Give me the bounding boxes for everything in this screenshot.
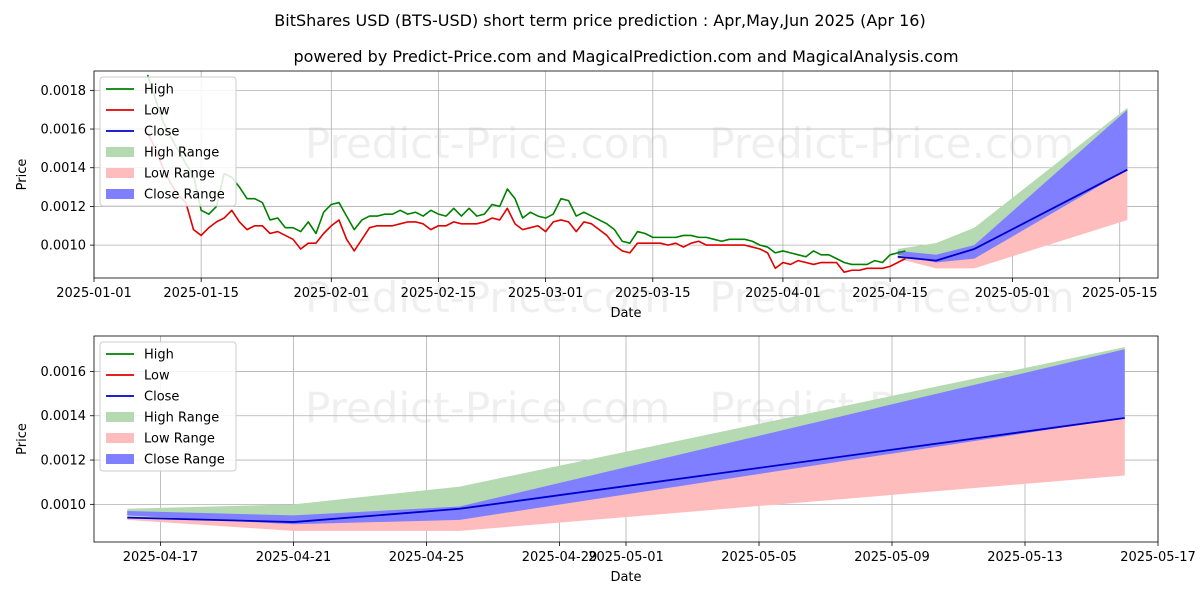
legend-swatch-low-range (106, 168, 134, 178)
close-range-area (127, 349, 1125, 525)
legend-label-low-range: Low Range (144, 167, 215, 182)
watermark-text: Predict-Price.com (709, 273, 1074, 322)
x-tick-label: 2025-05-01 (975, 286, 1051, 301)
y-axis-label: Price (15, 159, 30, 191)
legend-label-high-range: High Range (144, 411, 219, 426)
low-range-area (897, 169, 1128, 269)
grid (93, 71, 1158, 278)
x-tick-label: 2025-05-17 (1120, 550, 1196, 565)
y-tick-label: 0.0016 (41, 365, 87, 380)
plot-area (146, 74, 1128, 273)
x-tick-label: 2025-04-21 (256, 550, 332, 565)
x-tick-label: 2025-01-01 (56, 286, 132, 301)
legend-label-close-range: Close Range (144, 453, 225, 468)
watermark-text: Predict-Price.com (709, 119, 1074, 168)
plot-area (127, 347, 1125, 531)
x-tick-label: 2025-05-05 (721, 550, 797, 565)
close-range-area (897, 109, 1128, 263)
low-range-area (127, 417, 1125, 531)
y-axis-label: Price (15, 423, 30, 455)
y-tick-label: 0.0014 (41, 161, 87, 176)
legend-swatch-high-range (106, 147, 134, 157)
y-tick-label: 0.0010 (41, 498, 87, 513)
legend-label-high-range: High Range (144, 146, 219, 161)
legend-swatch-close-range (106, 189, 134, 199)
axes-frame (93, 335, 1159, 543)
axes-frame (93, 70, 1159, 279)
close-series-line (897, 168, 1128, 262)
y-tick-label: 0.0016 (41, 123, 87, 138)
x-tick-label: 2025-04-17 (123, 550, 199, 565)
low-series-line (146, 132, 906, 273)
x-axis-label: Date (610, 570, 641, 585)
chart-subtitle: powered by Predict-Price.com and Magical… (293, 47, 958, 66)
high-series-line (146, 74, 906, 266)
legend-label-low: Low (144, 104, 170, 119)
legend-swatch-high-range (106, 412, 134, 422)
x-tick-label: 2025-05-15 (1082, 286, 1158, 301)
lower-chart-panel: Predict-Price.comPredict-Price.com2025-0… (15, 335, 1196, 585)
y-tick-label: 0.0012 (41, 454, 87, 469)
chart-title: BitShares USD (BTS-USD) short term price… (274, 11, 925, 30)
x-axis-label: Date (610, 306, 641, 321)
legend-swatch-low-range (106, 433, 134, 443)
x-tick-label: 2025-05-13 (987, 550, 1063, 565)
legend: High Low Close High Range Low Range Close Ran… (99, 76, 237, 207)
x-tick-label: 2025-03-15 (615, 286, 691, 301)
legend-label-close: Close (144, 125, 179, 140)
legend-swatch-close-range (106, 454, 134, 464)
x-tick-label: 2025-01-15 (163, 286, 239, 301)
y-tick-label: 0.0010 (41, 239, 87, 254)
watermark-text: Predict-Price.com (305, 119, 670, 168)
legend-label-close: Close (144, 390, 179, 405)
legend-label-high: High (144, 83, 174, 98)
y-tick-label: 0.0014 (41, 409, 87, 424)
upper-chart-panel: Predict-Price.com Predict-Price.com Predic… (15, 70, 1159, 322)
x-tick-label: 2025-04-01 (745, 286, 821, 301)
x-tick-label: 2025-05-01 (588, 550, 664, 565)
x-tick-label: 2025-05-09 (854, 550, 930, 565)
x-tick-label: 2025-03-01 (508, 286, 584, 301)
legend-label-low-range: Low Range (144, 432, 215, 447)
y-tick-label: 0.0018 (41, 84, 87, 99)
legend-label-low: Low (144, 369, 170, 384)
x-tick-label: 2025-02-15 (401, 286, 477, 301)
legend-label-close-range: Close Range (144, 188, 225, 203)
y-tick-label: 0.0012 (41, 200, 87, 215)
x-tick-label: 2025-04-25 (389, 550, 465, 565)
watermark-text: Predict-Price.com (305, 384, 670, 433)
legend: High Low Close High Range Low Range Close Ran… (99, 341, 237, 472)
x-tick-label: 2025-02-01 (294, 286, 370, 301)
legend-label-high: High (144, 348, 174, 363)
close-series-line (127, 417, 1125, 523)
x-tick-label: 2025-04-15 (852, 286, 928, 301)
watermark-text: Predict-Price.com (305, 273, 670, 322)
x-tick-label: 2025-04-29 (522, 550, 598, 565)
